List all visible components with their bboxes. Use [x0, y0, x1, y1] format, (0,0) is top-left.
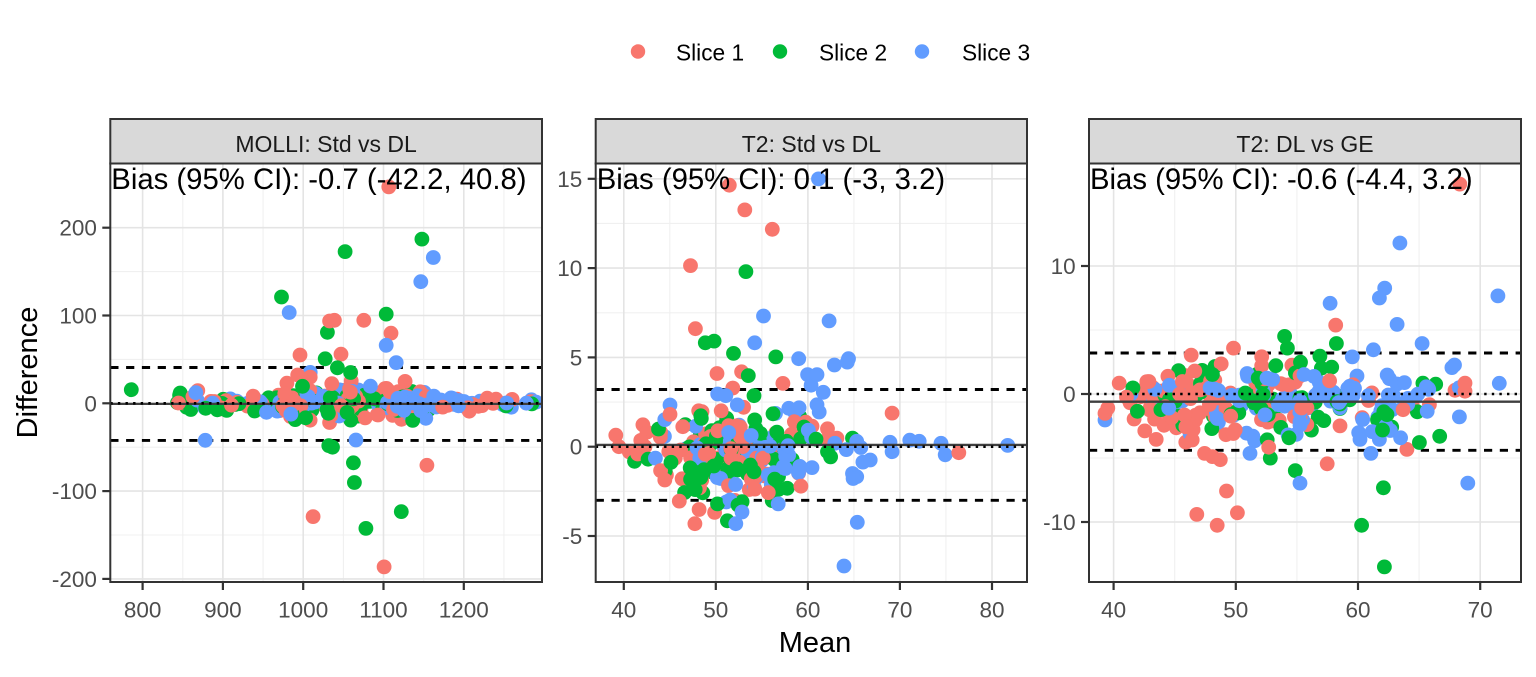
svg-text:-5: -5	[562, 524, 582, 549]
svg-text:Bias (95% CI): -0.6 (-4.4, 3.2: Bias (95% CI): -0.6 (-4.4, 3.2)	[1090, 163, 1473, 196]
svg-text:Difference: Difference	[12, 307, 44, 439]
svg-text:T2: DL vs GE: T2: DL vs GE	[1236, 131, 1373, 157]
svg-text:10: 10	[557, 256, 582, 281]
svg-text:Slice 2: Slice 2	[819, 40, 887, 66]
svg-text:800: 800	[124, 598, 162, 623]
svg-text:MOLLI: Std vs DL: MOLLI: Std vs DL	[235, 131, 417, 157]
svg-text:15: 15	[557, 167, 582, 192]
svg-text:40: 40	[1101, 598, 1126, 623]
svg-text:1200: 1200	[439, 598, 489, 623]
svg-text:100: 100	[59, 304, 97, 329]
svg-text:50: 50	[703, 598, 728, 623]
svg-text:60: 60	[795, 598, 820, 623]
svg-text:70: 70	[1468, 598, 1493, 623]
svg-text:-100: -100	[52, 479, 97, 504]
svg-text:0: 0	[1063, 382, 1076, 407]
svg-text:60: 60	[1345, 598, 1370, 623]
svg-text:0: 0	[570, 435, 583, 460]
svg-text:Slice 1: Slice 1	[676, 40, 744, 66]
svg-text:Mean: Mean	[779, 627, 852, 659]
svg-text:5: 5	[570, 345, 583, 370]
svg-text:70: 70	[887, 598, 912, 623]
svg-text:0: 0	[84, 391, 97, 416]
svg-text:1100: 1100	[359, 598, 407, 623]
svg-text:900: 900	[204, 598, 242, 623]
svg-text:50: 50	[1223, 598, 1248, 623]
svg-text:Bias (95% CI): -0.7 (-42.2, 40: Bias (95% CI): -0.7 (-42.2, 40.8)	[111, 163, 526, 196]
svg-text:Slice 3: Slice 3	[962, 40, 1030, 66]
svg-text:1000: 1000	[278, 598, 328, 623]
svg-text:T2: Std vs DL: T2: Std vs DL	[742, 131, 882, 157]
svg-text:10: 10	[1051, 254, 1076, 279]
svg-text:Bias (95% CI): 0.1 (-3, 3.2): Bias (95% CI): 0.1 (-3, 3.2)	[597, 163, 945, 196]
svg-text:-200: -200	[52, 567, 97, 592]
svg-text:80: 80	[979, 598, 1004, 623]
svg-text:200: 200	[59, 216, 97, 241]
svg-text:-10: -10	[1043, 510, 1076, 535]
svg-text:40: 40	[611, 598, 636, 623]
